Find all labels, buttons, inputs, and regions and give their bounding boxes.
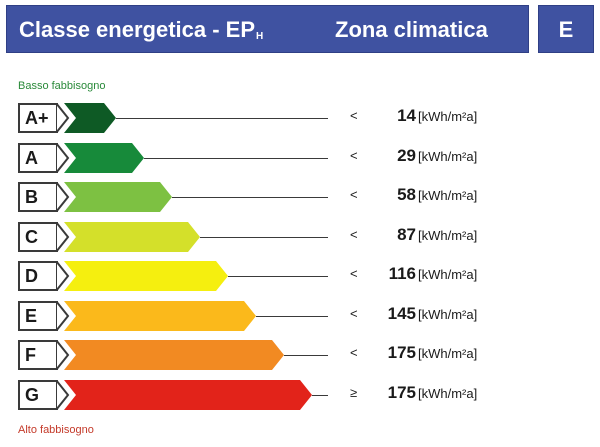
- low-demand-label: Basso fabbisogno: [18, 80, 106, 92]
- class-color-bar: [64, 142, 145, 173]
- class-color-bar: [64, 103, 117, 133]
- threshold-value: 175: [387, 382, 416, 402]
- connector-line: [200, 236, 328, 238]
- class-color-bar: [64, 182, 173, 212]
- energy-class-row: A <29 [kWh/m²a]: [0, 142, 600, 176]
- class-color-bar: [64, 261, 229, 291]
- climate-zone-label: Zona climatica: [335, 17, 488, 42]
- high-demand-label: Alto fabbisogno: [18, 424, 94, 436]
- energy-class-row: D <116 [kWh/m²a]: [0, 260, 600, 294]
- class-color-bar: [64, 221, 201, 252]
- threshold-comparator: <: [350, 147, 358, 163]
- threshold-unit: [kWh/m²a]: [418, 227, 478, 243]
- class-label-box: G: [18, 379, 58, 410]
- threshold-unit: [kWh/m²a]: [418, 346, 478, 361]
- threshold-comparator: <: [350, 187, 358, 202]
- class-box-tip: [56, 340, 70, 370]
- threshold-comparator: <: [350, 226, 358, 242]
- class-label-box: A+: [18, 103, 58, 133]
- class-label-box: F: [18, 340, 58, 370]
- threshold-comparator: <: [350, 266, 358, 281]
- class-label-box: A: [18, 142, 58, 173]
- energy-class-row: A+ <14 [kWh/m²a]: [0, 102, 600, 136]
- threshold-value: 58: [397, 185, 416, 204]
- threshold-unit: [kWh/m²a]: [418, 109, 478, 124]
- energy-class-row: C <87 [kWh/m²a]: [0, 221, 600, 255]
- class-color-bar: [64, 300, 257, 331]
- threshold-value: 145: [387, 303, 416, 323]
- title-main: Classe energetica - EP: [19, 17, 256, 42]
- energy-class-row: B <58 [kWh/m²a]: [0, 181, 600, 215]
- threshold-value: 29: [397, 145, 416, 165]
- connector-line: [228, 276, 328, 277]
- threshold-comparator: <: [350, 108, 358, 123]
- climate-zone-value: E: [538, 5, 594, 53]
- threshold-value: 175: [387, 343, 416, 362]
- header-bar: Classe energetica - EPH Zona climatica: [6, 5, 529, 53]
- class-box-tip: [56, 300, 70, 331]
- threshold-unit: [kWh/m²a]: [418, 188, 478, 203]
- class-label-box: E: [18, 300, 58, 331]
- connector-line: [284, 355, 328, 356]
- threshold-comparator: <: [350, 305, 358, 321]
- class-color-bar: [64, 379, 313, 410]
- class-label-box: B: [18, 182, 58, 212]
- threshold-comparator: ≥: [350, 384, 358, 400]
- page-title: Classe energetica - EPH: [19, 6, 263, 61]
- threshold-value: 87: [397, 224, 416, 244]
- class-box-tip: [56, 103, 70, 133]
- connector-line: [144, 157, 328, 159]
- class-label-box: C: [18, 221, 58, 252]
- class-box-tip: [56, 142, 70, 173]
- class-box-tip: [56, 261, 70, 291]
- class-color-bar: [64, 340, 285, 370]
- energy-class-row: E <145 [kWh/m²a]: [0, 300, 600, 334]
- threshold-unit: [kWh/m²a]: [418, 306, 478, 322]
- title-subscript: H: [256, 31, 264, 42]
- energy-class-row: G ≥175 [kWh/m²a]: [0, 379, 600, 413]
- class-box-tip: [56, 379, 70, 410]
- connector-line: [312, 394, 328, 396]
- threshold-comparator: <: [350, 345, 358, 360]
- energy-class-row: F <175 [kWh/m²a]: [0, 339, 600, 373]
- connector-line: [172, 197, 328, 198]
- connector-line: [256, 315, 328, 317]
- connector-line: [116, 118, 328, 119]
- threshold-unit: [kWh/m²a]: [418, 148, 478, 164]
- threshold-value: 116: [388, 264, 416, 283]
- class-box-tip: [56, 221, 70, 252]
- threshold-value: 14: [397, 106, 416, 125]
- threshold-unit: [kWh/m²a]: [418, 267, 478, 282]
- threshold-unit: [kWh/m²a]: [418, 385, 478, 401]
- class-label-box: D: [18, 261, 58, 291]
- class-box-tip: [56, 182, 70, 212]
